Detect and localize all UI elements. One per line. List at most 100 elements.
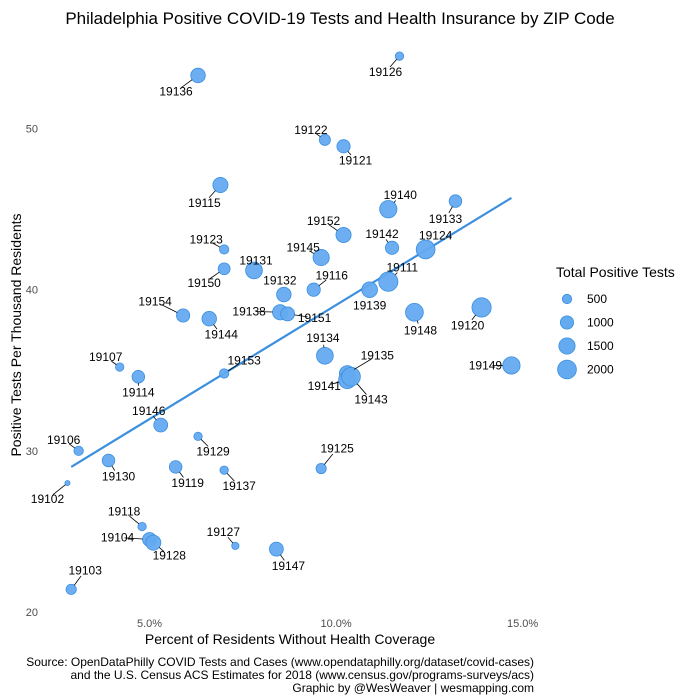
legend-key (557, 359, 577, 380)
data-point (318, 133, 331, 146)
label-leader (227, 536, 234, 544)
point-label: 19122 (294, 123, 328, 137)
point-label: 19132 (263, 274, 297, 288)
point-label: 19152 (307, 214, 341, 228)
data-point (190, 67, 206, 84)
legend-key (558, 337, 576, 355)
data-point (73, 445, 84, 456)
caption-source: Source: OpenDataPhilly COVID Tests and C… (26, 655, 534, 669)
data-point (101, 453, 116, 468)
data-point (231, 541, 240, 550)
label-leader (471, 314, 476, 321)
point-label: 19153 (227, 354, 261, 368)
point-label: 19126 (369, 65, 403, 79)
label-leader (200, 439, 209, 447)
legend-label: 500 (587, 292, 607, 306)
data-point (471, 297, 492, 318)
point-label: 19125 (320, 442, 354, 456)
data-points-layer (64, 51, 521, 595)
label-leader (324, 453, 334, 465)
label-leader (393, 200, 397, 203)
label-leader (347, 151, 352, 156)
trend-line-layer (70, 196, 512, 468)
x-axis-title: Percent of Residents Without Health Cove… (145, 631, 435, 647)
point-label: 19136 (159, 84, 193, 98)
point-label: 19116 (315, 269, 348, 283)
point-label: 19120 (451, 318, 485, 332)
data-point (176, 308, 191, 323)
data-point (306, 282, 321, 297)
point-label: 19154 (138, 295, 172, 309)
data-point (219, 368, 230, 379)
data-point (64, 480, 71, 487)
x-axis-ticks: 5.0% 10.0% 15.0% (137, 618, 538, 630)
point-label: 19121 (339, 153, 373, 167)
point-label: 19131 (239, 253, 273, 267)
legend-title: Total Positive Tests (556, 264, 675, 280)
data-point (379, 200, 398, 219)
point-label: 19148 (404, 323, 438, 337)
point-label: 19141 (308, 379, 342, 393)
point-label: 19129 (196, 444, 230, 458)
label-leader (309, 250, 315, 254)
label-leader (389, 59, 398, 68)
point-label: 19138 (232, 304, 266, 318)
legend-key (561, 293, 573, 305)
label-leader (316, 133, 321, 137)
point-label: 19142 (365, 227, 399, 241)
label-leader (158, 547, 165, 552)
data-point (316, 346, 334, 365)
data-point (280, 306, 295, 322)
data-point (168, 460, 183, 474)
data-point (201, 311, 217, 327)
label-leader (209, 271, 220, 280)
data-point (115, 362, 125, 372)
label-leader (152, 416, 157, 421)
x-tick-label: 15.0% (507, 618, 538, 630)
point-label: 19137 (222, 479, 256, 493)
point-label: 19130 (102, 470, 136, 484)
point-label: 19128 (153, 549, 187, 563)
data-point (502, 356, 521, 375)
point-label: 19144 (205, 328, 239, 342)
caption-census: and the U.S. Census ACS Estimates for 20… (70, 668, 534, 682)
point-label: 19106 (47, 433, 81, 447)
label-leader (329, 224, 338, 231)
label-leader (179, 471, 184, 478)
x-tick-label: 10.0% (320, 618, 351, 630)
trend-line (70, 196, 512, 468)
caption-credit: Graphic by @WesWeaver | wesmapping.com (292, 681, 534, 695)
data-point (245, 261, 263, 280)
label-leader (330, 381, 339, 385)
label-leader (73, 575, 82, 586)
x-tick-label: 5.0% (137, 618, 162, 630)
label-leader (356, 383, 367, 395)
data-point (405, 302, 424, 322)
label-leader (69, 443, 76, 449)
label-leader (227, 363, 239, 372)
label-leader (213, 324, 218, 330)
label-leader (385, 239, 389, 243)
data-point (394, 51, 405, 61)
data-point (219, 244, 230, 255)
point-label: 19134 (306, 331, 340, 345)
point-label: 19114 (122, 386, 155, 400)
point-label: 19147 (272, 559, 306, 573)
point-label: 19140 (384, 188, 418, 202)
point-label: 19103 (69, 563, 103, 577)
point-label: 19115 (188, 196, 221, 210)
label-leader (394, 272, 398, 276)
legend-key (559, 315, 575, 330)
data-point (312, 248, 330, 267)
data-point (212, 177, 229, 193)
data-point (137, 521, 147, 532)
data-point (217, 262, 231, 276)
point-label: 19123 (189, 232, 223, 246)
data-point (145, 534, 162, 551)
data-point (341, 366, 361, 387)
point-label: 19104 (101, 530, 135, 544)
label-leader (161, 304, 178, 313)
point-label: 19124 (419, 228, 453, 242)
legend-label: 1000 (587, 316, 614, 330)
label-leader (294, 314, 308, 318)
